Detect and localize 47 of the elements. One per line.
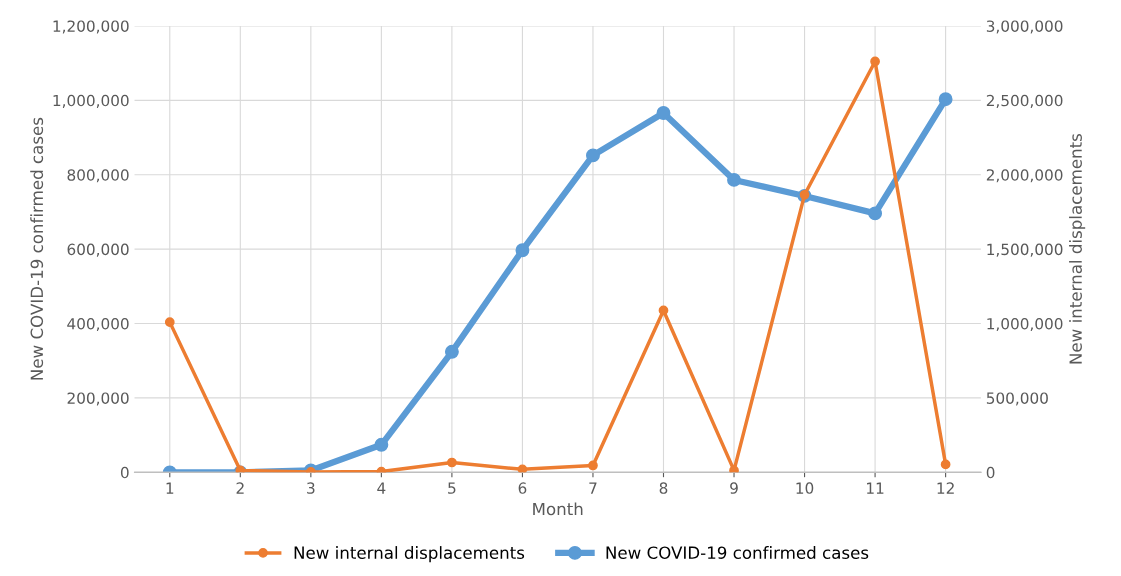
point — [447, 457, 457, 468]
y-tick-label: 800,000 — [67, 169, 129, 183]
y-axis-title: New COVID-19 confirmed cases — [30, 117, 44, 380]
x-tick-label: 6 — [518, 482, 527, 494]
point — [940, 459, 951, 470]
y2-tick-label: 1,500,000 — [987, 243, 1063, 257]
x-tick-label: 8 — [659, 482, 668, 494]
x-tick-label: 9 — [730, 482, 738, 494]
legend-label: New internal displacements — [294, 546, 525, 563]
x-tick-label: 2 — [236, 482, 244, 494]
point — [164, 317, 175, 328]
x-tick-label: 1 — [166, 482, 174, 494]
y2-tick-label: 500,000 — [986, 392, 1048, 406]
y2-tick-label: 2,000,000 — [986, 169, 1063, 183]
x-tick-label: 4 — [377, 482, 386, 494]
y2-tick-label: 1,000,000 — [987, 317, 1063, 332]
y2-tick-label: 3,000,000 — [986, 20, 1063, 34]
point — [658, 305, 669, 316]
point — [727, 172, 741, 187]
y-tick-label: 200,000 — [67, 392, 129, 406]
y-tick-label: 1,200,000 — [53, 20, 129, 34]
y-tick-label: 0 — [120, 466, 129, 479]
point — [444, 344, 459, 359]
point — [938, 92, 953, 107]
point — [588, 460, 598, 471]
point — [517, 464, 528, 473]
x-tick-label: 12 — [937, 482, 954, 494]
point — [656, 106, 671, 120]
y2-axis-title: New internal displacements — [1069, 133, 1086, 364]
x-tick-label: 11 — [867, 482, 884, 494]
point — [586, 148, 600, 163]
y2-tick-label: 0 — [986, 466, 995, 479]
y-tick-label: 600,000 — [67, 243, 129, 257]
point — [729, 465, 739, 473]
y-tick-label: 1,000,000 — [53, 94, 129, 108]
x-axis-title: Month — [533, 502, 583, 516]
x-tick-label: 3 — [307, 482, 315, 494]
point — [515, 243, 530, 258]
x-tick-label: 5 — [448, 482, 456, 494]
legend-label: New COVID-19 confirmed cases — [606, 546, 869, 559]
point — [870, 56, 880, 67]
x-tick-label: 7 — [589, 482, 597, 494]
y-tick-label: 400,000 — [67, 317, 129, 332]
y2-tick-label: 2,500,000 — [986, 94, 1063, 108]
point — [868, 206, 883, 221]
x-tick-label: 10 — [796, 482, 814, 494]
point — [374, 437, 389, 452]
